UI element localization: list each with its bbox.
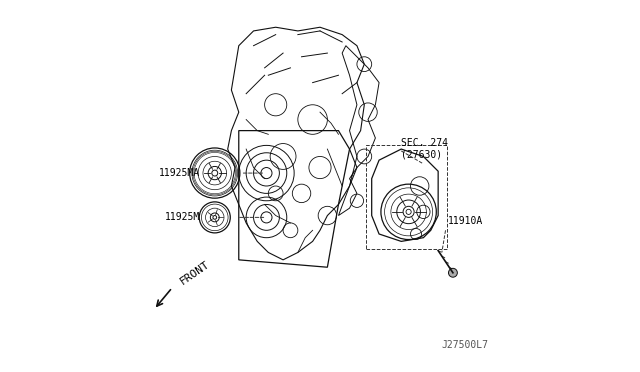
- Text: 11925M: 11925M: [164, 212, 200, 222]
- Text: SEC. 274
(27630): SEC. 274 (27630): [401, 138, 448, 160]
- Text: FRONT: FRONT: [178, 259, 211, 286]
- Circle shape: [449, 268, 458, 277]
- Text: J27500L7: J27500L7: [441, 340, 488, 350]
- Text: 11925MA: 11925MA: [159, 168, 200, 178]
- Text: 11910A: 11910A: [447, 216, 483, 226]
